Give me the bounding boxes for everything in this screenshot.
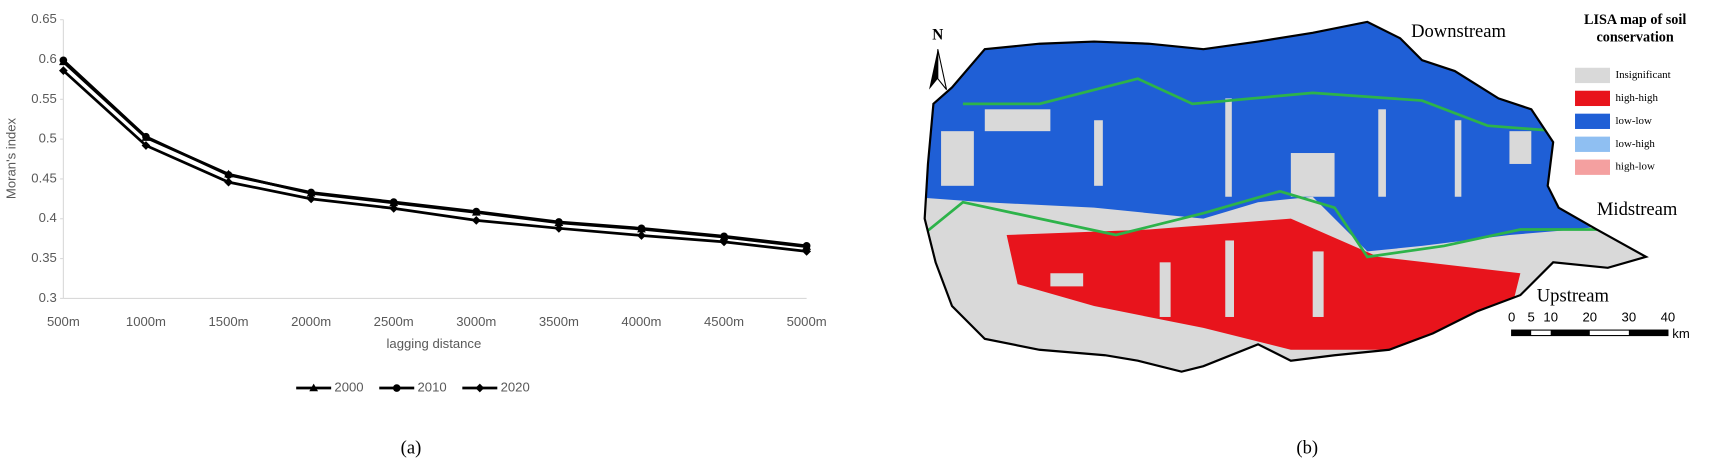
y-tick-label: 0.5 [39, 131, 57, 146]
marker [306, 194, 316, 204]
region-label: Upstream [1537, 286, 1610, 307]
marker [141, 141, 151, 150]
scale-label: 40 [1661, 310, 1676, 325]
legend-label: 2020 [501, 379, 530, 394]
legend-label: 2000 [334, 379, 363, 394]
y-tick-label: 0.4 [39, 210, 57, 225]
marker [637, 231, 646, 240]
scale-label: 5 [1528, 310, 1535, 325]
region-label: Downstream [1411, 21, 1506, 42]
marker [637, 224, 646, 233]
caption: (a) [401, 437, 422, 458]
y-tick-label: 0.65 [31, 11, 57, 26]
legend-label: high-low [1615, 161, 1655, 173]
legend-label: low-low [1615, 115, 1652, 127]
legend-swatch [1575, 90, 1610, 107]
scale-segment [1550, 330, 1590, 336]
marker [720, 232, 728, 241]
y-tick-label: 0.3 [39, 290, 57, 305]
legend-swatch [1575, 159, 1610, 175]
y-tick-label: 0.6 [39, 51, 57, 66]
map-area [924, 21, 1647, 372]
legend-label: Insignificant [1615, 69, 1670, 81]
legend-label: low-high [1615, 138, 1655, 150]
marker [224, 171, 233, 179]
legend-marker [309, 383, 319, 392]
legend-swatch [1575, 136, 1610, 152]
legend-marker [475, 383, 485, 393]
scale-segment [1511, 330, 1532, 336]
legend-label: 2010 [418, 379, 447, 394]
legend-title: LISA map of soil conservation [1584, 10, 1687, 45]
marker [59, 56, 68, 65]
marker [802, 242, 811, 250]
marker [802, 247, 811, 256]
y-tick-label: 0.35 [31, 250, 57, 265]
scale-label: 20 [1582, 310, 1597, 325]
marker [142, 132, 150, 141]
y-axis-label: Moran's index [3, 117, 18, 199]
legend-label: high-high [1615, 92, 1658, 104]
marker [719, 237, 729, 247]
region-label: Midstream [1597, 199, 1678, 220]
marker [471, 215, 481, 225]
scale-label: 10 [1543, 310, 1558, 325]
legend-title-box: LISA map of soil conservation [1584, 10, 1687, 45]
scale-unit: km [1672, 326, 1690, 341]
map-streaks [941, 98, 1532, 197]
caption: (b) [1296, 437, 1318, 458]
y-tick-label: 0.55 [31, 91, 57, 106]
x-tick-label: 2000m [291, 314, 331, 329]
marker [555, 218, 563, 226]
basin-outline [923, 20, 1649, 373]
river [924, 189, 1597, 259]
y-tick-label: 0.45 [31, 170, 57, 185]
river [962, 77, 1559, 133]
x-tick-label: 3000m [456, 314, 496, 329]
north-label: N [932, 27, 943, 44]
x-tick-label: 1500m [208, 314, 248, 329]
series-line [62, 69, 807, 253]
map-gaps [1050, 240, 1324, 317]
series-line [62, 59, 807, 248]
legend-marker [392, 384, 401, 392]
map-high-high [1006, 218, 1521, 350]
scale-label: 30 [1622, 310, 1637, 325]
x-axis-label: lagging distance [387, 336, 482, 351]
series-line [62, 60, 807, 248]
legend-swatch [1575, 67, 1610, 84]
x-tick-label: 4000m [621, 314, 661, 329]
x-tick-label: 5000m [787, 314, 827, 329]
x-tick-label: 500m [47, 314, 80, 329]
x-tick-label: 3500m [539, 314, 579, 329]
marker [554, 223, 564, 233]
north-arrow [929, 49, 938, 90]
legend-swatch [1575, 113, 1610, 129]
north-arrow [937, 49, 948, 90]
marker [307, 188, 315, 197]
marker [224, 177, 233, 187]
marker [389, 204, 399, 213]
scale-segment [1628, 330, 1668, 336]
x-tick-label: 2500m [374, 314, 414, 329]
scale-label: 0 [1508, 310, 1515, 325]
marker [472, 207, 481, 216]
x-tick-label: 4500m [704, 314, 744, 329]
marker [389, 198, 398, 206]
x-tick-label: 1000m [126, 314, 166, 329]
